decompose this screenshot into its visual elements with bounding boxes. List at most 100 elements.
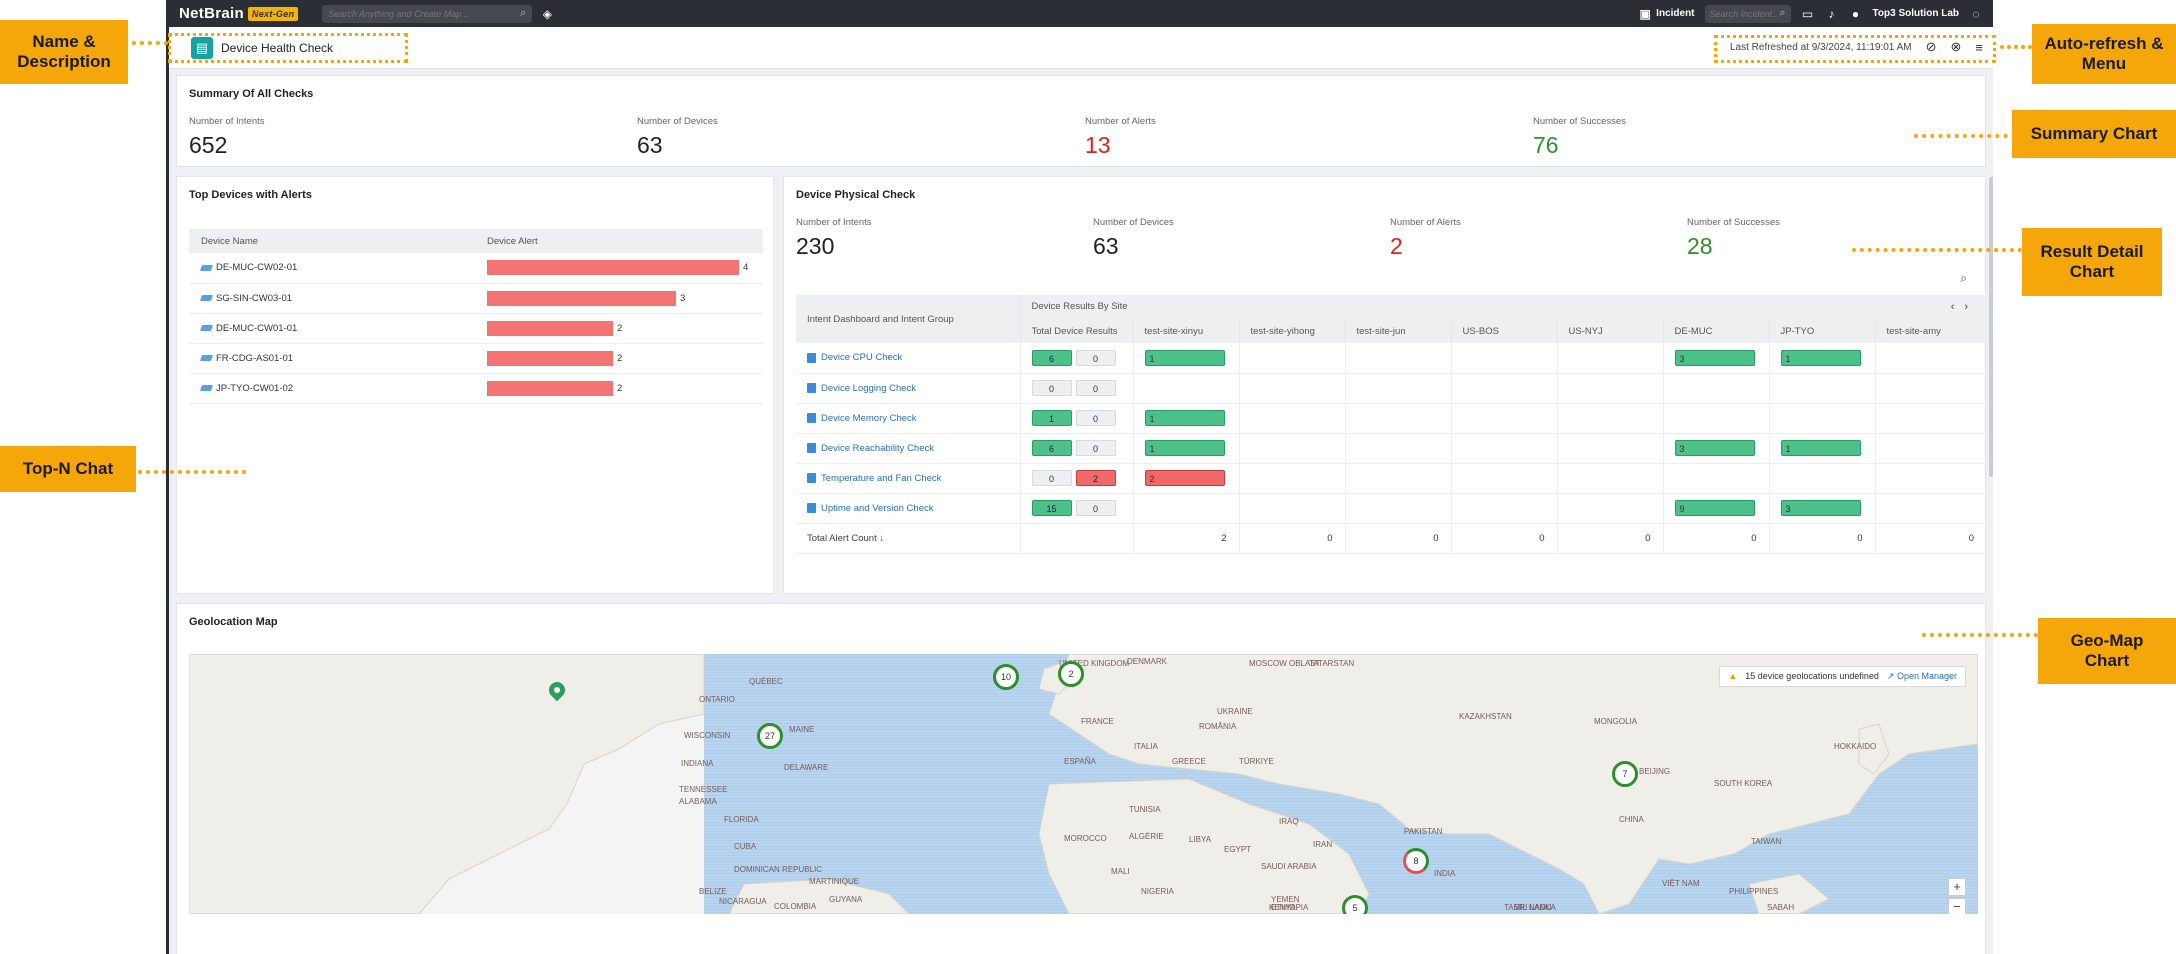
site-result-bar[interactable]: 3	[1780, 500, 1861, 516]
alert-count-chip[interactable]: 0	[1075, 349, 1116, 366]
success-count-chip[interactable]: 6	[1031, 440, 1072, 456]
success-count-chip[interactable]: 6	[1031, 349, 1072, 366]
table-row[interactable]: Device Memory Check 1 0 1	[796, 403, 1987, 434]
col-total-results[interactable]: Total Device Results	[1019, 319, 1133, 343]
alert-count-chip[interactable]: 0	[1075, 440, 1116, 456]
device-name[interactable]: DE-MUC-CW01-01	[216, 322, 298, 334]
chevron-left-icon[interactable]: ‹	[1950, 301, 1965, 313]
zoom-in-button[interactable]: +	[1948, 878, 1966, 896]
col-site[interactable]: test-site-jun	[1344, 319, 1451, 343]
tenant-name[interactable]: Top3 Solution Lab	[1872, 8, 1959, 19]
netbrain-logo[interactable]: NetBrain Next-Gen	[179, 5, 299, 22]
col-site[interactable]: DE-MUC	[1662, 319, 1769, 343]
table-search-icon[interactable]: ⌕	[1960, 271, 1967, 285]
success-count-chip[interactable]: 0	[1031, 380, 1072, 396]
intent-link[interactable]: Device Reachability Check	[821, 442, 934, 454]
incident-button[interactable]: ▣ Incident	[1638, 7, 1695, 21]
col-device-alert[interactable]: Device Alert	[475, 229, 763, 253]
col-intent-group[interactable]: Intent Dashboard and Intent Group	[796, 295, 1020, 343]
table-row[interactable]: Device Logging Check 0 0	[796, 373, 1987, 404]
intent-cell[interactable]: Device Logging Check	[796, 373, 1020, 404]
alert-bar[interactable]	[487, 350, 613, 366]
device-name[interactable]: DE-MUC-CW02-01	[216, 262, 298, 274]
incident-search-input[interactable]	[1709, 8, 1780, 19]
site-result-bar[interactable]: 1	[1144, 349, 1225, 366]
refresh-icon[interactable]: ⊘	[1925, 39, 1937, 54]
alert-count-chip[interactable]: 2	[1075, 470, 1116, 486]
device-name-cell[interactable]: DE-MUC-CW01-01	[189, 313, 475, 344]
intent-link[interactable]: Device Memory Check	[821, 412, 917, 424]
search-icon[interactable]: ⌕	[520, 7, 527, 19]
intent-cell[interactable]: Temperature and Fan Check	[796, 463, 1020, 494]
site-result-bar[interactable]: 3	[1674, 349, 1755, 366]
help-icon[interactable]: ◌	[1972, 6, 1980, 21]
diamond-nav-icon[interactable]: ◈	[542, 6, 552, 21]
chat-icon[interactable]: ▭	[1801, 6, 1814, 21]
menu-icon[interactable]: ≡	[1975, 39, 1983, 55]
col-site[interactable]: JP-TYO	[1768, 319, 1875, 343]
intent-link[interactable]: Uptime and Version Check	[821, 502, 934, 514]
table-row[interactable]: Device CPU Check 6 0 1 3 1	[796, 343, 1987, 374]
device-cluster-marker[interactable]: 8	[1403, 848, 1429, 874]
device-name-cell[interactable]: JP-TYO-CW01-02	[189, 373, 475, 404]
device-cluster-marker[interactable]: 5	[1342, 895, 1368, 914]
col-site[interactable]: test-site-amy	[1874, 319, 1987, 343]
alert-count-chip[interactable]: 0	[1075, 410, 1116, 426]
zoom-out-button[interactable]: −	[1948, 898, 1966, 914]
table-row[interactable]: DE-MUC-CW02-01 4	[189, 253, 763, 284]
col-site[interactable]: US-NYJ	[1556, 319, 1663, 343]
global-search-input[interactable]	[328, 8, 521, 19]
site-result-bar[interactable]: 1	[1780, 349, 1861, 366]
site-result-bar[interactable]: 9	[1674, 500, 1755, 516]
device-cluster-marker[interactable]: 10	[993, 664, 1019, 690]
bell-icon[interactable]: ♪	[1828, 6, 1835, 21]
col-site[interactable]: test-site-xinyu	[1132, 319, 1239, 343]
device-cluster-marker[interactable]: 2	[1058, 661, 1084, 687]
device-name-cell[interactable]: SG-SIN-CW03-01	[189, 283, 475, 314]
alert-count-chip[interactable]: 0	[1075, 380, 1116, 396]
col-site[interactable]: US-BOS	[1450, 319, 1557, 343]
device-name[interactable]: FR-CDG-AS01-01	[216, 352, 294, 364]
intent-link[interactable]: Temperature and Fan Check	[821, 472, 942, 484]
search-icon[interactable]: ⌕	[1779, 7, 1786, 19]
user-icon[interactable]: ●	[1851, 6, 1860, 21]
chevron-right-icon[interactable]: ›	[1964, 301, 1979, 313]
device-name[interactable]: JP-TYO-CW01-02	[216, 382, 294, 394]
incident-search[interactable]: ⌕	[1704, 4, 1791, 23]
site-result-bar[interactable]: 3	[1674, 440, 1755, 456]
table-row[interactable]: SG-SIN-CW03-01 3	[189, 283, 763, 314]
alert-count-chip[interactable]: 0	[1075, 500, 1116, 516]
col-device-name[interactable]: Device Name	[189, 229, 475, 253]
success-count-chip[interactable]: 1	[1031, 410, 1072, 426]
intent-cell[interactable]: Device Reachability Check	[796, 433, 1020, 464]
intent-cell[interactable]: Device CPU Check	[796, 343, 1020, 374]
open-manager-link[interactable]: ↗ Open Manager	[1887, 671, 1957, 682]
global-search[interactable]: ⌕	[322, 4, 533, 23]
site-result-bar[interactable]: 1	[1144, 440, 1225, 456]
total-label[interactable]: Total Alert Count ↓	[796, 523, 1020, 554]
device-name[interactable]: SG-SIN-CW03-01	[216, 292, 293, 304]
site-result-bar[interactable]: 1	[1780, 440, 1861, 456]
table-row[interactable]: JP-TYO-CW01-02 2	[189, 373, 763, 404]
device-name-cell[interactable]: FR-CDG-AS01-01	[189, 343, 475, 374]
site-result-bar[interactable]: 2	[1144, 470, 1225, 486]
auto-refresh-icon[interactable]: ⊗	[1950, 39, 1962, 54]
intent-link[interactable]: Device CPU Check	[821, 352, 903, 364]
intent-cell[interactable]: Device Memory Check	[796, 403, 1020, 434]
geo-map[interactable]: ONTARIO QUÉBEC MAINE WISCONSIN INDIANA DELAWA…	[189, 654, 1978, 914]
vertical-scrollbar[interactable]	[1989, 177, 1993, 477]
col-site[interactable]: test-site-yihong	[1238, 319, 1345, 343]
success-count-chip[interactable]: 15	[1031, 500, 1072, 516]
alert-bar[interactable]	[487, 380, 613, 396]
table-row[interactable]: Device Reachability Check 6 0 1 3 1	[796, 433, 1987, 464]
alert-bar[interactable]	[487, 260, 739, 276]
table-row[interactable]: DE-MUC-CW01-01 2	[189, 313, 763, 344]
success-count-chip[interactable]: 0	[1031, 470, 1072, 486]
intent-link[interactable]: Device Logging Check	[821, 382, 917, 394]
alert-bar[interactable]	[487, 290, 676, 306]
table-row[interactable]: Temperature and Fan Check 0 2 2	[796, 463, 1987, 494]
device-cluster-marker[interactable]: 7	[1612, 761, 1638, 787]
site-result-bar[interactable]: 1	[1144, 410, 1225, 426]
device-cluster-marker[interactable]: 27	[757, 723, 783, 749]
intent-cell[interactable]: Uptime and Version Check	[796, 493, 1020, 524]
